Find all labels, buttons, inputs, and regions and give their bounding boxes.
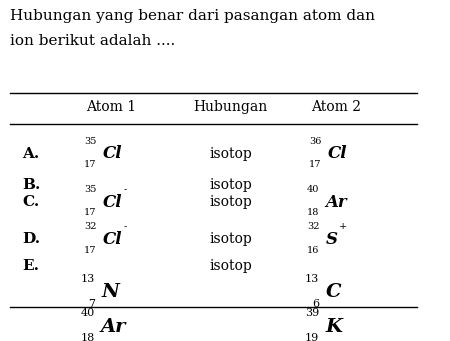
Text: Hubungan yang benar dari pasangan atom dan: Hubungan yang benar dari pasangan atom d… (10, 9, 375, 23)
Text: -: - (123, 222, 127, 231)
Text: K: K (326, 317, 343, 336)
Text: 17: 17 (309, 160, 321, 169)
Text: isotop: isotop (209, 178, 252, 192)
Text: 17: 17 (84, 160, 97, 169)
Text: 32: 32 (84, 222, 97, 231)
Text: 17: 17 (84, 208, 97, 217)
Text: Atom 2: Atom 2 (311, 101, 361, 115)
Text: S: S (326, 231, 338, 248)
Text: B.: B. (22, 178, 41, 192)
Text: 39: 39 (305, 309, 320, 318)
Text: +: + (338, 222, 346, 231)
Text: C: C (326, 283, 341, 301)
Text: E.: E. (22, 259, 40, 273)
Text: Cl: Cl (328, 145, 347, 162)
Text: 35: 35 (85, 137, 97, 146)
Text: isotop: isotop (209, 147, 252, 161)
Text: 36: 36 (309, 137, 321, 146)
Text: 6: 6 (312, 298, 319, 309)
Text: A.: A. (22, 147, 40, 161)
Text: 16: 16 (307, 246, 320, 255)
Text: isotop: isotop (209, 233, 252, 247)
Text: 13: 13 (81, 274, 94, 284)
Text: 19: 19 (305, 333, 320, 341)
Text: N: N (101, 283, 119, 301)
Text: 7: 7 (88, 298, 94, 309)
Text: isotop: isotop (209, 259, 252, 273)
Text: 40: 40 (307, 185, 320, 194)
Text: 35: 35 (85, 185, 97, 194)
Text: 40: 40 (81, 309, 94, 318)
Text: Cl: Cl (103, 231, 123, 248)
Text: D.: D. (22, 233, 40, 247)
Text: 18: 18 (307, 208, 320, 217)
Text: C.: C. (22, 195, 40, 209)
Text: 18: 18 (81, 333, 94, 341)
Text: 13: 13 (305, 274, 320, 284)
Text: Atom 1: Atom 1 (86, 101, 137, 115)
Text: ion berikut adalah ....: ion berikut adalah .... (10, 34, 175, 48)
Text: Cl: Cl (103, 194, 123, 211)
Text: Cl: Cl (103, 145, 123, 162)
Text: 32: 32 (307, 222, 320, 231)
Text: 17: 17 (84, 246, 97, 255)
Text: Ar: Ar (326, 194, 347, 211)
Text: Hubungan: Hubungan (193, 101, 267, 115)
Text: Ar: Ar (101, 317, 126, 336)
Text: isotop: isotop (209, 195, 252, 209)
Text: -: - (123, 185, 127, 194)
